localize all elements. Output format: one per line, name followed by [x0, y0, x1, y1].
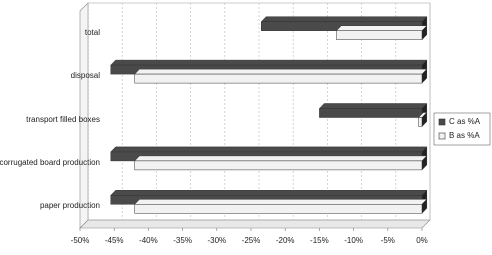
- x-tick-label: -45%: [105, 236, 124, 245]
- x-tick-label: -50%: [71, 236, 90, 245]
- x-tick-label: -10%: [344, 236, 363, 245]
- bar: [319, 108, 423, 118]
- bar-top: [134, 155, 428, 162]
- legend-swatch: [438, 118, 446, 126]
- y-tick-label: paper production: [39, 201, 100, 211]
- bar-top: [260, 16, 428, 22]
- x-tick-label: -20%: [276, 236, 295, 245]
- bar: [418, 117, 423, 127]
- floor: [79, 219, 431, 229]
- y-tick-label: transport filled boxes: [26, 114, 100, 124]
- bar-top: [335, 25, 428, 31]
- x-tick-label: -40%: [139, 236, 158, 245]
- legend-label: B as %A: [449, 131, 480, 140]
- bar-top: [110, 59, 428, 66]
- x-tick-label: 0%: [416, 236, 428, 245]
- x-tick-label: -15%: [310, 236, 329, 245]
- y-tick-label: disposal: [70, 71, 100, 81]
- bar: [336, 30, 423, 40]
- x-tick-label: -30%: [207, 236, 226, 245]
- y-tick-label: corrugated board production: [0, 157, 100, 167]
- bar-top: [110, 190, 428, 196]
- legend-swatch: [438, 132, 446, 140]
- bar: [134, 73, 423, 84]
- legend-box: [433, 112, 491, 146]
- legend-label: C as %A: [449, 117, 481, 126]
- bar: [134, 160, 423, 171]
- x-tick-label: -5%: [381, 236, 395, 245]
- bar-top: [110, 146, 428, 153]
- x-tick-label: -25%: [242, 236, 261, 245]
- bar: [134, 204, 423, 214]
- bar-top: [134, 199, 428, 205]
- y-tick-label: total: [84, 27, 100, 37]
- bar-top: [134, 68, 428, 75]
- x-tick-label: -35%: [173, 236, 192, 245]
- bar-top: [318, 103, 428, 109]
